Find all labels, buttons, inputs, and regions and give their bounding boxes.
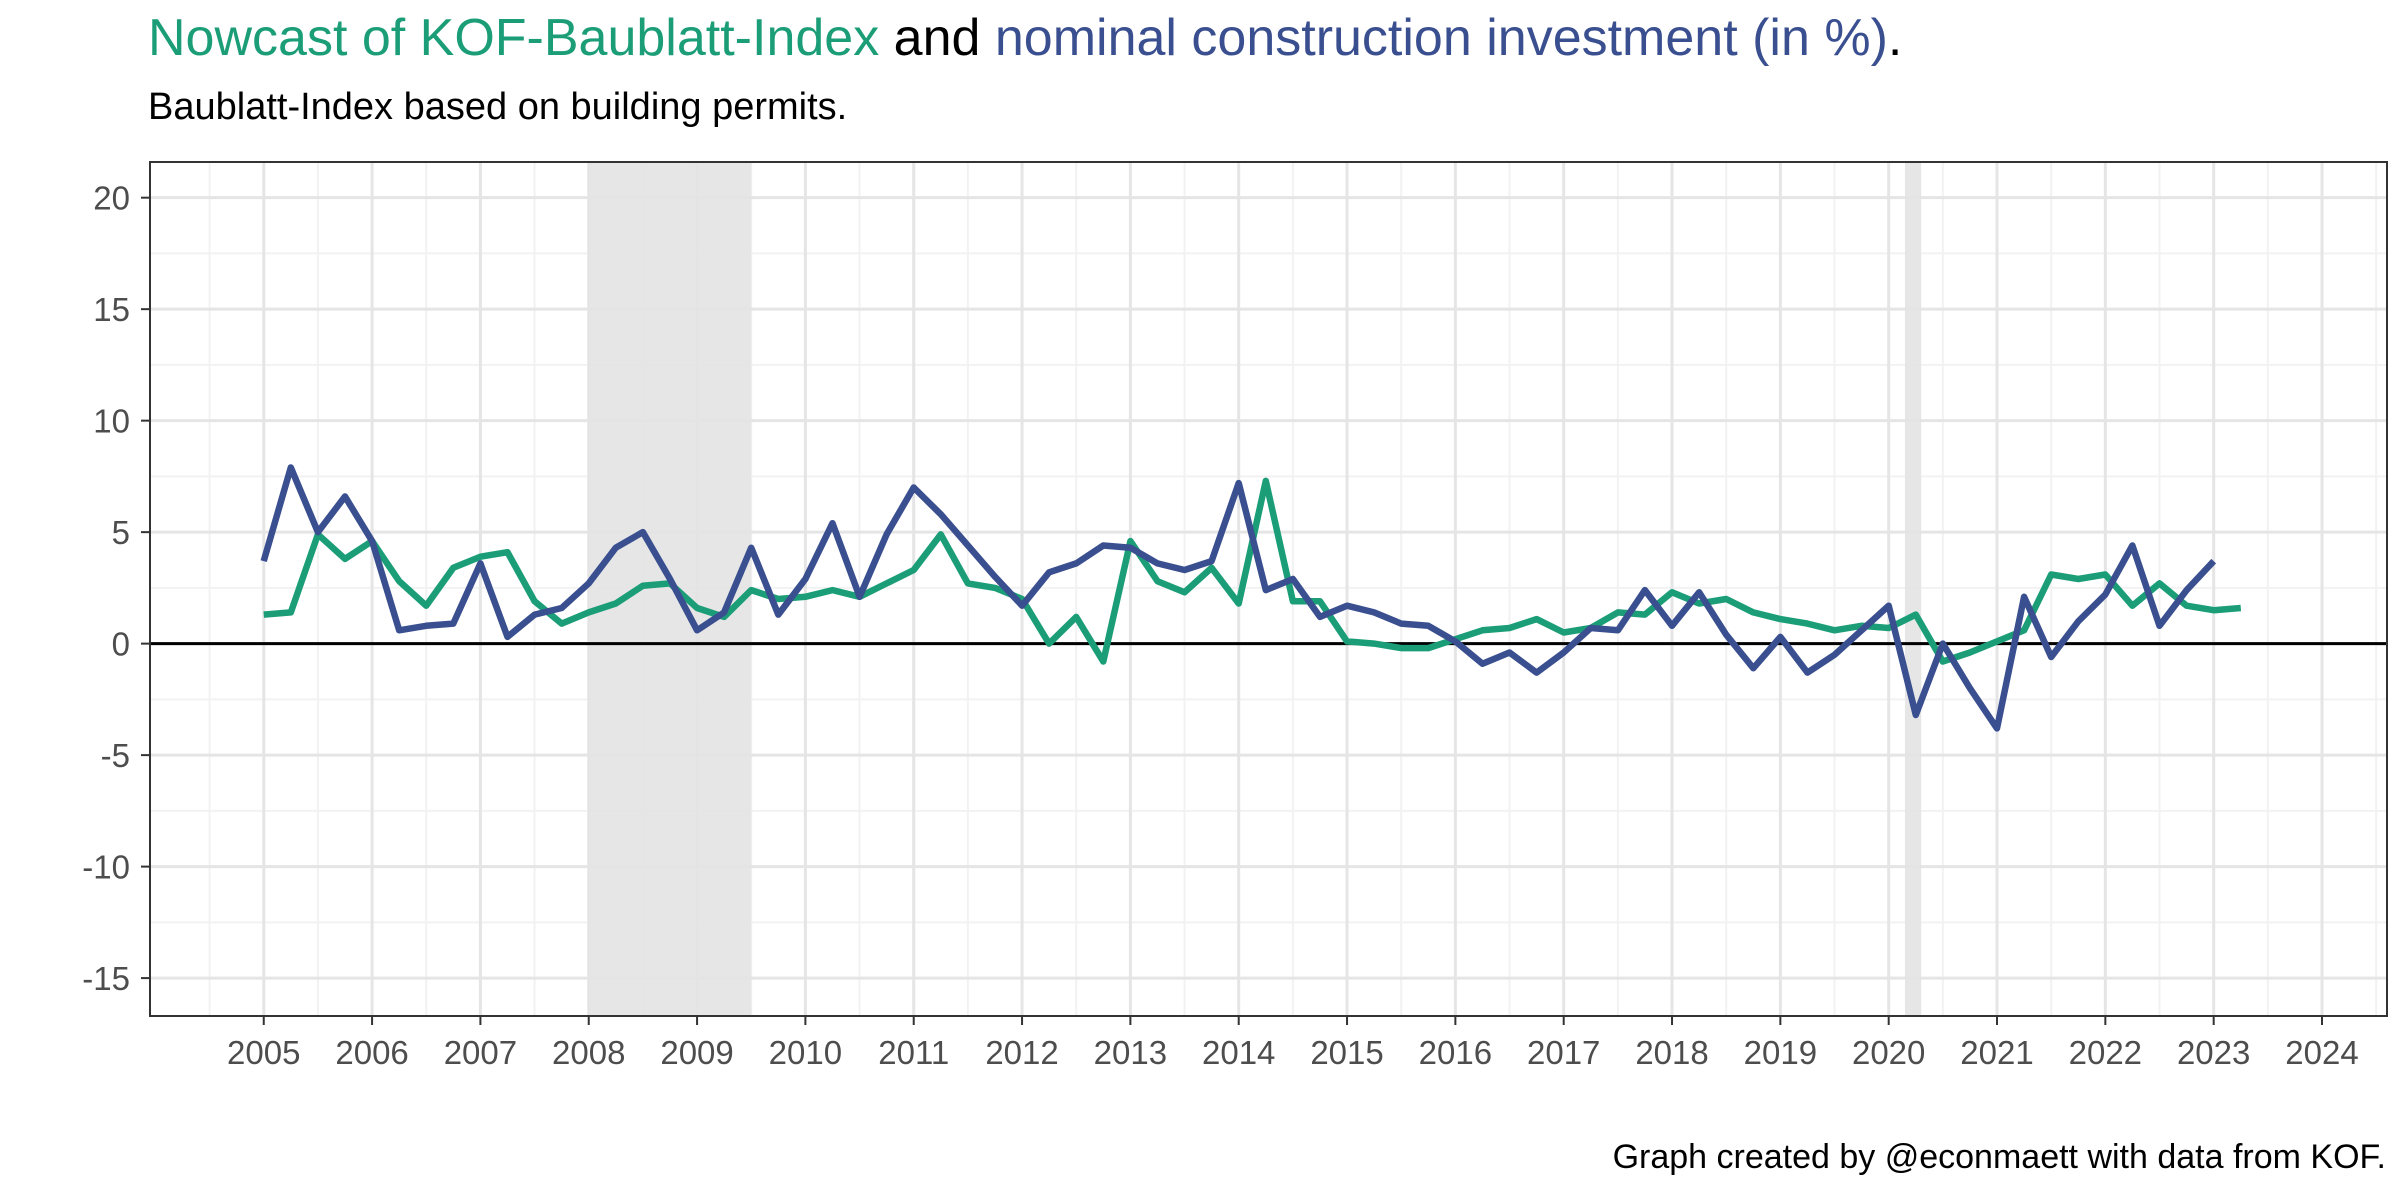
x-tick-label: 2023 [2177, 1034, 2250, 1071]
x-tick-label: 2005 [227, 1034, 300, 1071]
x-tick-label: 2013 [1094, 1034, 1167, 1071]
x-tick-label: 2010 [769, 1034, 842, 1071]
recession-shading [588, 162, 1922, 1016]
y-tick-label: 5 [112, 514, 130, 551]
x-tick-label: 2020 [1852, 1034, 1925, 1071]
title-blue-part: nominal construction investment (in %) [994, 9, 1888, 67]
x-tick-label: 2009 [660, 1034, 733, 1071]
x-tick-label: 2007 [444, 1034, 517, 1071]
y-tick-label: 20 [93, 180, 130, 217]
title-green-part: Nowcast of KOF-Baublatt-Index [148, 9, 880, 67]
baublatt-index-line [263, 477, 2242, 665]
recession-band [588, 162, 752, 1016]
x-tick-label: 2017 [1527, 1034, 1600, 1071]
x-tick-label: 2015 [1310, 1034, 1383, 1071]
y-axis: 20 15 10 5 0 -5 -10 -15 [82, 180, 150, 997]
series-lines [260, 464, 2242, 732]
y-tick-label: 0 [112, 626, 130, 663]
construction-investment-line [260, 464, 2217, 732]
title-period: . [1887, 9, 1903, 67]
x-tick-label: 2019 [1744, 1034, 1817, 1071]
y-tick-label: -10 [82, 849, 130, 886]
chart-subtitle: Baublatt-Index based on building permits… [148, 86, 848, 128]
x-tick-label: 2018 [1635, 1034, 1708, 1071]
x-tick-label: 2022 [2069, 1034, 2142, 1071]
y-tick-label: -15 [82, 960, 130, 997]
x-tick-label: 2024 [2285, 1034, 2358, 1071]
x-tick-label: 2014 [1202, 1034, 1275, 1071]
x-tick-label: 2008 [552, 1034, 625, 1071]
x-tick-label: 2021 [1960, 1034, 2033, 1071]
plot-panel-border [149, 161, 2388, 1017]
y-tick-label: 15 [93, 291, 130, 328]
source-caption: Graph created by @econmaett with data fr… [1612, 1138, 2386, 1176]
x-axis: 2005 2006 2007 2008 2009 2010 2011 2012 2013 2014… [227, 1016, 2359, 1071]
recession-band [1904, 162, 1922, 1016]
x-tick-label: 2016 [1419, 1034, 1492, 1071]
x-tick-label: 2006 [335, 1034, 408, 1071]
y-tick-label: 10 [93, 403, 130, 440]
y-tick-label: -5 [101, 737, 130, 774]
x-tick-label: 2012 [985, 1034, 1058, 1071]
title-and-part: and [879, 9, 995, 67]
chart-title: Nowcast of KOF-Baublatt-Index and nomina… [148, 8, 1902, 68]
x-tick-label: 2011 [878, 1034, 949, 1071]
